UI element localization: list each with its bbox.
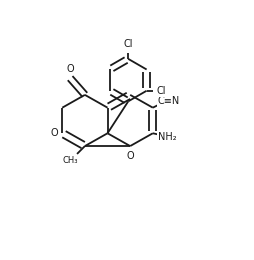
Text: O: O	[66, 64, 74, 74]
Text: CH₃: CH₃	[62, 156, 78, 165]
Text: Cl: Cl	[157, 86, 166, 96]
Text: O: O	[50, 128, 58, 138]
Text: Cl: Cl	[123, 39, 133, 49]
Text: NH₂: NH₂	[158, 132, 177, 142]
Text: O: O	[126, 151, 134, 160]
Text: C≡N: C≡N	[157, 96, 180, 106]
